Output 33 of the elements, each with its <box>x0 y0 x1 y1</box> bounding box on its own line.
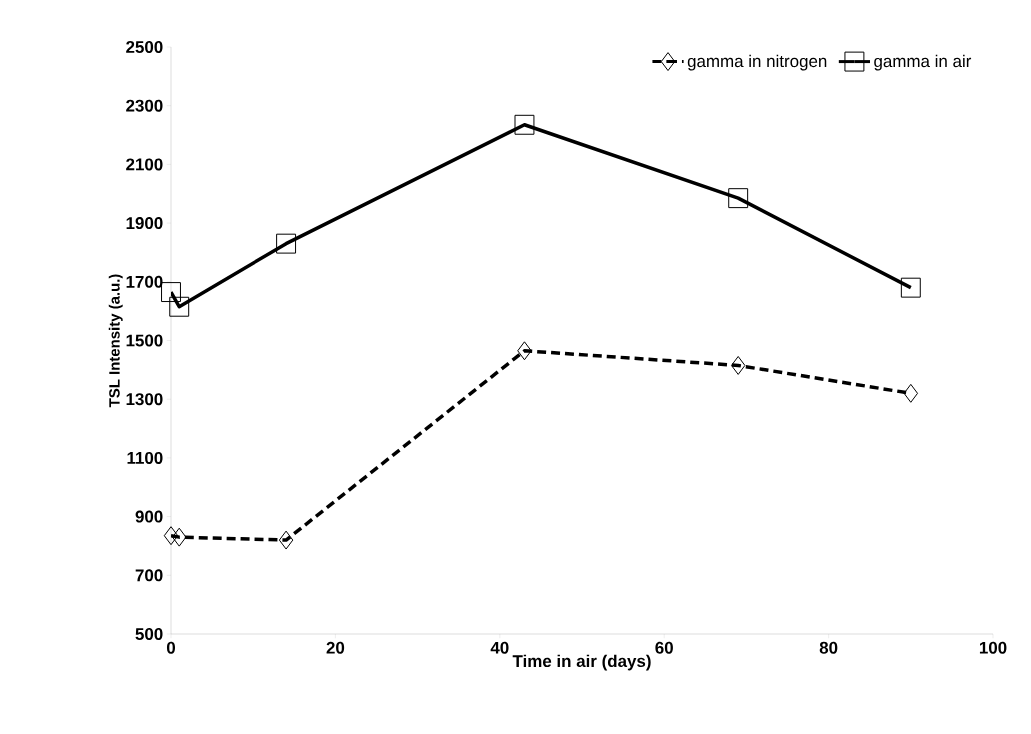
y-tick-label: 1100 <box>127 451 163 464</box>
point <box>169 296 190 317</box>
point <box>161 282 181 303</box>
point <box>514 114 535 135</box>
point <box>517 341 532 361</box>
point <box>903 383 919 403</box>
point <box>730 355 746 375</box>
x-tick-label: 100 <box>979 641 1007 654</box>
y-tick-label: 900 <box>135 510 163 523</box>
x-tick-label: 20 <box>326 641 345 654</box>
legend-label: gamma in air <box>874 54 972 71</box>
point <box>278 530 294 550</box>
point <box>728 188 749 209</box>
y-tick-label: 2300 <box>126 99 163 112</box>
y-axis-title: TSL Intensity (a.u.) <box>108 274 123 408</box>
point <box>172 527 187 547</box>
x-tick-label: 60 <box>655 641 673 654</box>
y-tick-label: 1500 <box>126 334 163 347</box>
y-tick-label: 1700 <box>126 275 163 288</box>
legend-label: gamma in nitrogen <box>687 54 827 71</box>
y-tick-label: 500 <box>135 628 163 640</box>
y-tick-label: 2100 <box>126 158 163 171</box>
y-tick-label: 1900 <box>126 217 163 230</box>
y-tick-label: 1300 <box>126 393 163 406</box>
x-axis-title: Time in air (days) <box>512 654 651 671</box>
point <box>900 277 921 298</box>
x-tick-label: 0 <box>166 641 176 654</box>
x-tick-label: 40 <box>490 641 509 654</box>
x-tick-label: 80 <box>819 641 838 654</box>
point <box>163 526 179 546</box>
y-tick-label: 2500 <box>126 40 163 53</box>
point <box>276 233 297 254</box>
y-tick-label: 700 <box>135 569 163 582</box>
